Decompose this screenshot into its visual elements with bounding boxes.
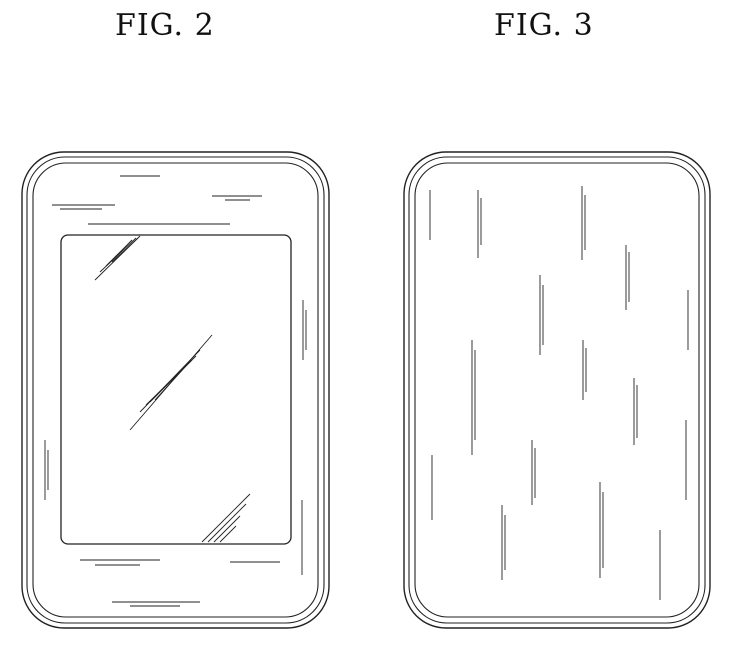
back-surface-shading [430, 186, 688, 600]
surface-shading-sides [45, 300, 306, 575]
surface-shading-bottom [80, 560, 280, 606]
figure-3-device-back [404, 152, 710, 628]
device-bezel-edge [27, 157, 324, 623]
device-back-middle-edge [409, 157, 705, 623]
device-inner-edge [33, 163, 318, 617]
device-back-outer-edge [404, 152, 710, 628]
surface-shading-top [52, 176, 262, 224]
display-screen [61, 235, 291, 544]
device-back-inner-edge [415, 163, 699, 617]
figure-2-device-front [22, 152, 329, 628]
screen-reflection-lines [95, 236, 250, 542]
device-outer-edge [22, 152, 329, 628]
